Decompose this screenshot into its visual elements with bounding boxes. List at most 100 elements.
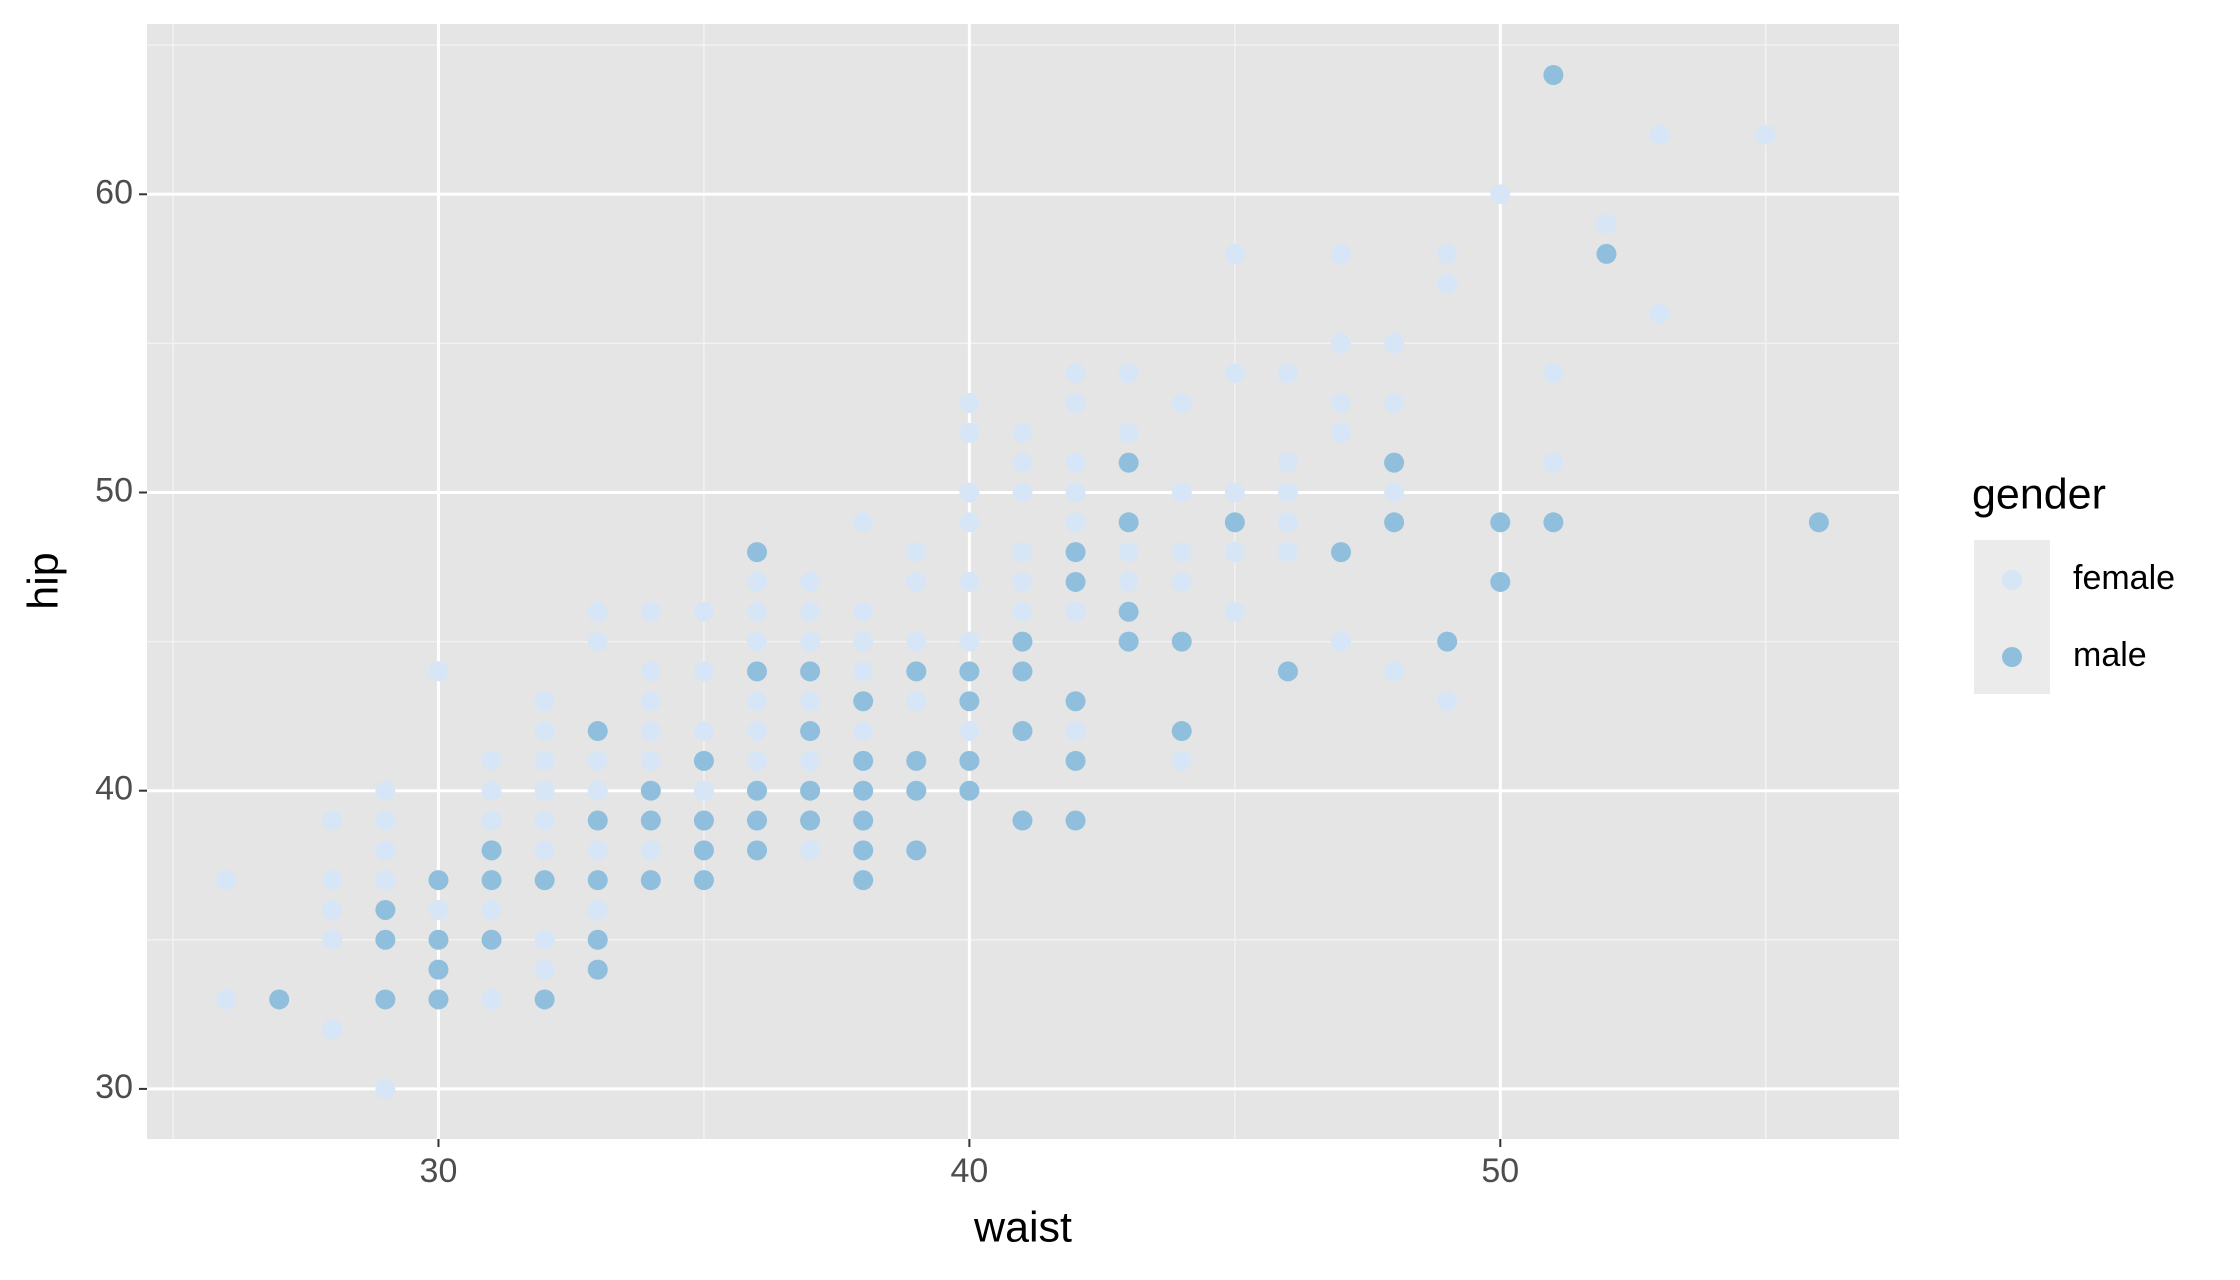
point	[800, 601, 821, 622]
point	[693, 601, 714, 622]
point	[1384, 333, 1405, 354]
point	[428, 929, 449, 950]
x-tick-label: 30	[420, 1152, 458, 1190]
point	[1065, 542, 1086, 563]
point	[1171, 721, 1192, 742]
point	[1065, 721, 1086, 742]
point	[1277, 363, 1298, 384]
point	[693, 750, 714, 771]
point	[800, 661, 821, 682]
point	[587, 721, 608, 742]
point	[1755, 124, 1776, 145]
point	[481, 840, 502, 861]
point	[747, 601, 768, 622]
point	[1596, 214, 1617, 235]
point	[481, 989, 502, 1010]
point	[1224, 542, 1245, 563]
point	[1490, 571, 1511, 592]
point	[906, 542, 927, 563]
point	[587, 780, 608, 801]
point	[1543, 363, 1564, 384]
point	[747, 780, 768, 801]
point	[640, 750, 661, 771]
point	[1065, 750, 1086, 771]
point	[1012, 571, 1033, 592]
point	[587, 810, 608, 831]
point	[534, 691, 555, 712]
point	[747, 631, 768, 652]
legend-label: female	[2073, 559, 2175, 597]
point	[800, 810, 821, 831]
point	[1224, 601, 1245, 622]
point	[1384, 393, 1405, 414]
point	[1171, 393, 1192, 414]
point	[1012, 452, 1033, 473]
point	[1331, 422, 1352, 443]
point	[322, 870, 343, 891]
point	[1490, 184, 1511, 205]
legend-key	[2002, 570, 2022, 590]
point	[587, 750, 608, 771]
point	[1596, 243, 1617, 264]
point	[1543, 64, 1564, 85]
point	[1118, 542, 1139, 563]
point	[1171, 482, 1192, 503]
y-tick-label: 60	[95, 173, 133, 211]
point	[1437, 631, 1458, 652]
point	[375, 870, 396, 891]
point	[322, 810, 343, 831]
point	[693, 661, 714, 682]
point	[1277, 661, 1298, 682]
point	[534, 929, 555, 950]
x-tick-label: 50	[1481, 1152, 1519, 1190]
point	[1012, 482, 1033, 503]
point	[959, 393, 980, 414]
point	[640, 840, 661, 861]
point	[534, 959, 555, 980]
point	[1065, 691, 1086, 712]
point	[481, 750, 502, 771]
point	[747, 661, 768, 682]
point	[1331, 631, 1352, 652]
point	[534, 870, 555, 891]
point	[269, 989, 290, 1010]
point	[1065, 601, 1086, 622]
point	[481, 810, 502, 831]
point	[800, 691, 821, 712]
point	[800, 750, 821, 771]
point	[1384, 452, 1405, 473]
point	[1065, 393, 1086, 414]
point	[853, 750, 874, 771]
point	[747, 810, 768, 831]
points	[216, 64, 1829, 1099]
point	[1171, 542, 1192, 563]
point	[587, 631, 608, 652]
point	[1808, 512, 1829, 533]
point	[853, 721, 874, 742]
point	[800, 721, 821, 742]
point	[640, 691, 661, 712]
point	[1065, 810, 1086, 831]
point	[1012, 631, 1033, 652]
point	[906, 571, 927, 592]
point	[640, 721, 661, 742]
point	[1118, 571, 1139, 592]
point	[853, 512, 874, 533]
point	[906, 840, 927, 861]
legend-key	[2002, 647, 2022, 667]
point	[1012, 661, 1033, 682]
point	[1384, 482, 1405, 503]
point	[534, 810, 555, 831]
point	[216, 989, 237, 1010]
point	[853, 631, 874, 652]
point	[587, 601, 608, 622]
point	[959, 780, 980, 801]
point	[906, 691, 927, 712]
legend-key-background	[1974, 540, 2050, 694]
point	[747, 750, 768, 771]
point	[747, 691, 768, 712]
point	[693, 810, 714, 831]
point	[853, 780, 874, 801]
point	[322, 899, 343, 920]
